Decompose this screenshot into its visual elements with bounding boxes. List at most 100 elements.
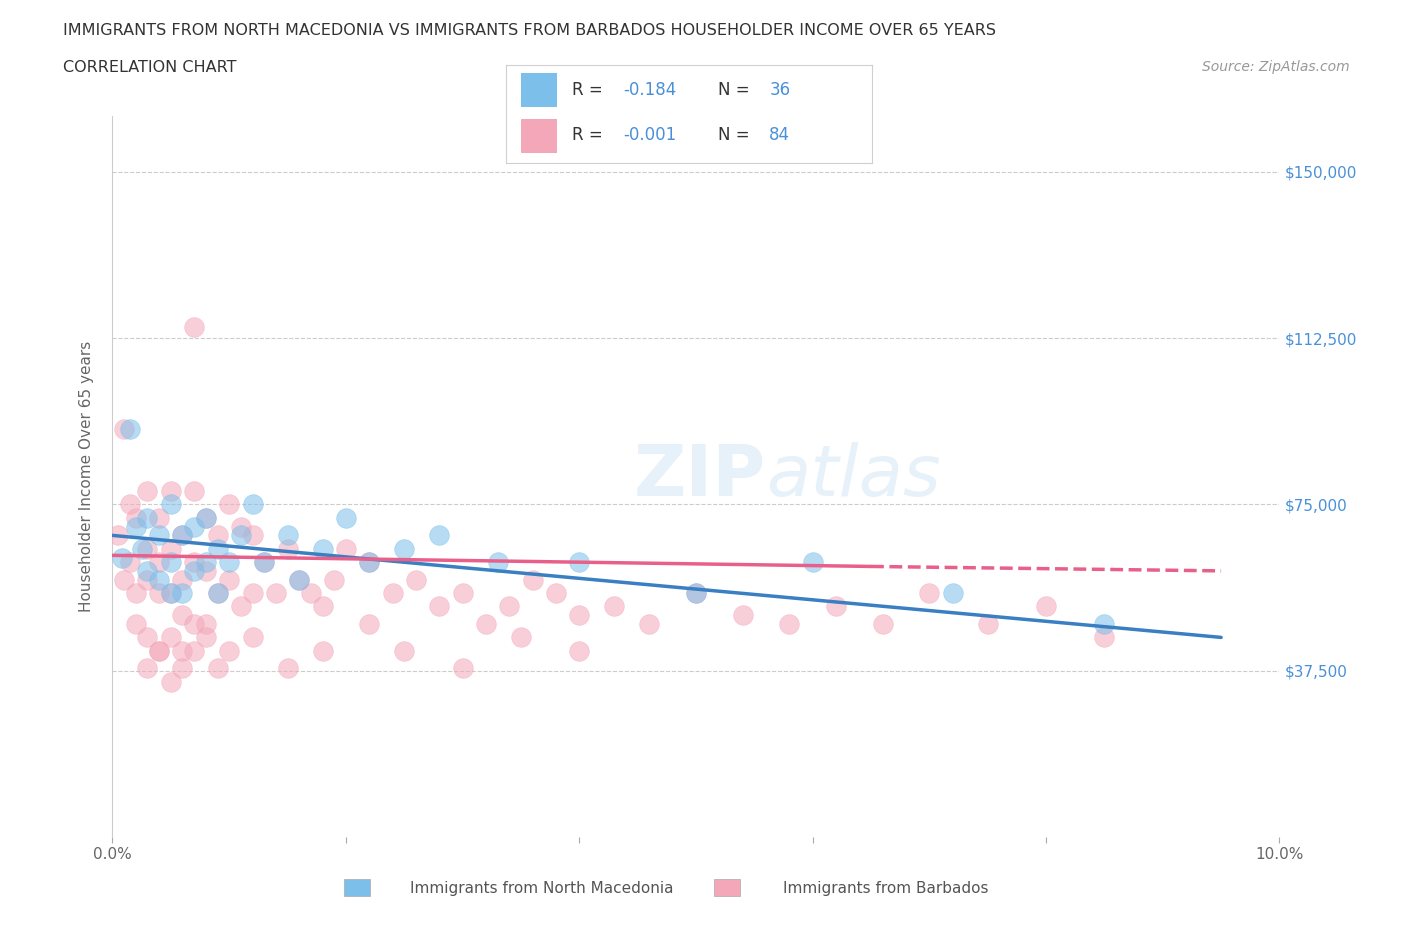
Point bbox=[160, 586, 183, 601]
Text: N =: N = bbox=[718, 126, 755, 144]
Point bbox=[1035, 599, 1057, 614]
Point bbox=[288, 572, 311, 587]
Point bbox=[427, 528, 450, 543]
Text: R =: R = bbox=[572, 126, 607, 144]
Point bbox=[112, 421, 135, 436]
Y-axis label: Householder Income Over 65 years: Householder Income Over 65 years bbox=[79, 341, 94, 612]
Point bbox=[183, 564, 205, 578]
Point bbox=[125, 519, 148, 534]
Point bbox=[125, 617, 148, 631]
Point bbox=[544, 586, 567, 601]
Point bbox=[172, 572, 194, 587]
Point bbox=[603, 599, 626, 614]
Point bbox=[183, 519, 205, 534]
Point bbox=[229, 599, 252, 614]
Point bbox=[451, 661, 474, 676]
Point bbox=[218, 644, 240, 658]
Point bbox=[207, 661, 229, 676]
Point bbox=[148, 528, 170, 543]
Point bbox=[427, 599, 450, 614]
Text: Immigrants from North Macedonia: Immigrants from North Macedonia bbox=[409, 881, 673, 896]
Point bbox=[394, 541, 416, 556]
Point bbox=[1094, 630, 1116, 644]
Point bbox=[276, 541, 298, 556]
Point bbox=[685, 586, 707, 601]
Point bbox=[359, 554, 381, 569]
Point bbox=[218, 572, 240, 587]
Point bbox=[148, 554, 170, 569]
Point bbox=[381, 586, 404, 601]
Point bbox=[451, 586, 474, 601]
Point bbox=[568, 554, 591, 569]
Point bbox=[118, 554, 141, 569]
Point bbox=[160, 541, 183, 556]
Point bbox=[498, 599, 520, 614]
Point bbox=[685, 586, 707, 601]
Point bbox=[394, 644, 416, 658]
Point bbox=[475, 617, 498, 631]
Point bbox=[118, 421, 141, 436]
Point bbox=[242, 528, 264, 543]
Point bbox=[131, 541, 153, 556]
Point bbox=[183, 484, 205, 498]
Text: -0.001: -0.001 bbox=[623, 126, 676, 144]
Point bbox=[183, 554, 205, 569]
Text: ZIP: ZIP bbox=[634, 442, 766, 512]
Point bbox=[160, 497, 183, 512]
Point bbox=[323, 572, 346, 587]
Point bbox=[172, 608, 194, 623]
Point bbox=[218, 497, 240, 512]
Point bbox=[118, 497, 141, 512]
Point bbox=[194, 511, 217, 525]
Point bbox=[194, 511, 217, 525]
Point bbox=[872, 617, 894, 631]
Point bbox=[218, 554, 240, 569]
Text: 36: 36 bbox=[769, 81, 790, 99]
Text: R =: R = bbox=[572, 81, 607, 99]
Point bbox=[242, 586, 264, 601]
Point bbox=[207, 586, 229, 601]
Bar bbox=[520, 119, 557, 153]
Point bbox=[160, 630, 183, 644]
Point bbox=[160, 554, 183, 569]
Point bbox=[288, 572, 311, 587]
Point bbox=[125, 586, 148, 601]
Point bbox=[918, 586, 941, 601]
Point bbox=[136, 572, 159, 587]
Point bbox=[183, 320, 205, 335]
Point bbox=[148, 586, 170, 601]
Point bbox=[183, 644, 205, 658]
Point bbox=[148, 572, 170, 587]
Point bbox=[136, 564, 159, 578]
Text: N =: N = bbox=[718, 81, 755, 99]
Point bbox=[160, 586, 183, 601]
Point bbox=[335, 541, 357, 556]
Point bbox=[311, 541, 333, 556]
Point bbox=[111, 551, 134, 565]
Point bbox=[242, 630, 264, 644]
Point bbox=[207, 528, 229, 543]
Point bbox=[311, 599, 333, 614]
Point bbox=[194, 630, 217, 644]
Point bbox=[568, 644, 591, 658]
Point bbox=[160, 484, 183, 498]
Text: Immigrants from Barbados: Immigrants from Barbados bbox=[783, 881, 988, 896]
Text: CORRELATION CHART: CORRELATION CHART bbox=[63, 60, 236, 75]
Text: Source: ZipAtlas.com: Source: ZipAtlas.com bbox=[1202, 60, 1350, 74]
Point bbox=[801, 554, 824, 569]
Point bbox=[194, 564, 217, 578]
Point bbox=[359, 554, 381, 569]
Point bbox=[172, 528, 194, 543]
Point bbox=[148, 511, 170, 525]
Point bbox=[638, 617, 661, 631]
Point bbox=[194, 554, 217, 569]
Point bbox=[311, 644, 333, 658]
Point bbox=[183, 617, 205, 631]
Point bbox=[242, 497, 264, 512]
Point bbox=[112, 572, 135, 587]
Point bbox=[160, 674, 183, 689]
Point bbox=[264, 586, 287, 601]
Point bbox=[207, 541, 229, 556]
Point bbox=[136, 541, 159, 556]
Point bbox=[172, 586, 194, 601]
